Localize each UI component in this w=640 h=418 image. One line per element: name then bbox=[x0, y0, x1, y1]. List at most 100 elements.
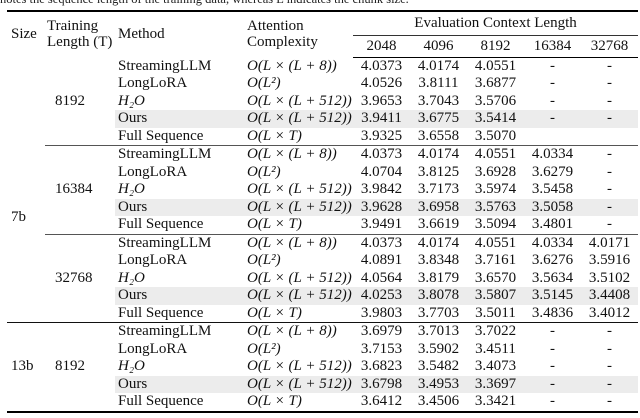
table-row: LongLoRA O(L²) 4.0891 3.8348 3.7161 3.62… bbox=[7, 252, 638, 269]
metric-value: 3.3421 bbox=[474, 393, 517, 410]
metric-value: 3.7703 bbox=[417, 304, 460, 321]
metric-value: 3.5011 bbox=[475, 304, 516, 321]
metric-value: - bbox=[581, 322, 639, 341]
metric-value: 3.6412 bbox=[360, 393, 403, 410]
metric-value: 3.5482 bbox=[417, 358, 460, 375]
complexity-formula: O(L²) bbox=[247, 75, 281, 92]
metric-value: 3.7013 bbox=[410, 322, 467, 341]
metric-value: 4.0373 bbox=[353, 145, 410, 164]
method-name: H₂O bbox=[118, 181, 145, 198]
metric-value: 3.5974 bbox=[474, 181, 517, 198]
metric-value: 4.0526 bbox=[360, 75, 403, 92]
caption-text: notes the sequence length of the trainin… bbox=[0, 0, 409, 7]
table-row: 16384 StreamingLLM O(L × (L + 8)) 4.0373… bbox=[7, 145, 639, 235]
metric-value: 3.6928 bbox=[474, 163, 517, 180]
metric-value: 3.5916 bbox=[588, 252, 631, 269]
metric-value: - bbox=[524, 322, 581, 341]
metric-value: 4.0551 bbox=[474, 57, 517, 74]
table-row: 32768 StreamingLLM O(L × (L + 8)) 4.0373… bbox=[7, 233, 639, 323]
table-row: LongLoRA O(L²) 4.0526 3.8111 3.6877 - - bbox=[7, 75, 638, 93]
table-row-ours-highlighted: Ours O(L × (L + 512)) 4.0253 3.8078 3.58… bbox=[7, 287, 639, 305]
metric-value: 3.6877 bbox=[474, 75, 517, 92]
table-row: H₂O O(L × (L + 512)) 3.6823 3.5482 3.407… bbox=[7, 358, 638, 375]
metric-value: 3.9491 bbox=[360, 216, 403, 233]
results-table: Size Training Length (T) Method Attentio… bbox=[7, 10, 639, 413]
metric-value: 3.4073 bbox=[474, 358, 517, 375]
col-header-size: Size bbox=[11, 25, 37, 42]
metric-value: - bbox=[550, 75, 555, 92]
complexity-formula: O(L × T) bbox=[247, 393, 302, 410]
metric-value: 4.0253 bbox=[353, 287, 410, 305]
metric-value: 3.5458 bbox=[531, 181, 574, 198]
complexity-formula: O(L × (L + 512)) bbox=[243, 287, 353, 305]
metric-value: 3.5102 bbox=[588, 269, 631, 286]
metric-value: 3.6775 bbox=[410, 110, 467, 128]
metric-value: 3.3697 bbox=[467, 376, 524, 394]
col-header-4096: 4096 bbox=[410, 35, 467, 58]
metric-value: - bbox=[607, 181, 613, 198]
metric-value: - bbox=[550, 358, 555, 375]
method-name: StreamingLLM bbox=[115, 145, 243, 164]
metric-value: 3.5058 bbox=[524, 199, 581, 217]
col-header-method: Method bbox=[118, 25, 165, 42]
metric-value: - bbox=[607, 340, 613, 357]
metric-value: 3.5706 bbox=[474, 92, 517, 109]
metric-value: 3.5145 bbox=[524, 287, 581, 305]
metric-value: 3.7022 bbox=[467, 322, 524, 341]
metric-value: 3.6619 bbox=[417, 216, 460, 233]
metric-value: 3.7173 bbox=[417, 181, 460, 198]
size-label: 7b bbox=[11, 208, 26, 225]
method-name: Ours bbox=[115, 110, 243, 128]
metric-value: 4.0174 bbox=[410, 233, 467, 253]
metric-value bbox=[524, 128, 581, 146]
complexity-formula: O(L × T) bbox=[247, 304, 302, 321]
training-length-label: 32768 bbox=[45, 233, 115, 323]
metric-value: 3.4511 bbox=[475, 340, 516, 357]
table-row: Full Sequence O(L × T) 3.9325 3.6558 3.5… bbox=[7, 128, 638, 146]
metric-value: 3.5902 bbox=[417, 340, 460, 357]
metric-value: 3.5634 bbox=[531, 269, 574, 286]
metric-value: 3.9842 bbox=[360, 181, 403, 198]
training-length-label: 16384 bbox=[45, 145, 115, 235]
training-length-label: 8192 bbox=[45, 322, 115, 412]
col-header-attention-complexity: Attention Complexity bbox=[247, 17, 318, 50]
metric-value: 4.0334 bbox=[524, 233, 581, 253]
complexity-formula: O(L × (L + 512)) bbox=[243, 110, 353, 128]
complexity-formula: O(L × (L + 8)) bbox=[243, 322, 353, 341]
metric-value: - bbox=[581, 199, 639, 217]
metric-value: 3.9628 bbox=[353, 199, 410, 217]
metric-value: 3.9803 bbox=[360, 304, 403, 321]
metric-value: 3.4506 bbox=[417, 393, 460, 410]
method-name: LongLoRA bbox=[118, 163, 188, 180]
metric-value: 3.9411 bbox=[353, 110, 410, 128]
metric-value: 3.8125 bbox=[417, 163, 460, 180]
metric-value: 3.5763 bbox=[467, 199, 524, 217]
metric-value: 4.0704 bbox=[360, 163, 403, 180]
complexity-formula: O(L × (L + 512)) bbox=[247, 92, 352, 109]
complexity-formula: O(L × T) bbox=[247, 127, 302, 144]
metric-value: 3.6979 bbox=[353, 322, 410, 341]
method-name: Ours bbox=[115, 376, 243, 394]
complexity-formula: O(L × (L + 8)) bbox=[247, 57, 337, 74]
method-name: StreamingLLM bbox=[118, 57, 212, 74]
col-header-training-length: Training Length (T) bbox=[47, 17, 113, 50]
metric-value: 4.0891 bbox=[360, 252, 403, 269]
metric-value: - bbox=[581, 376, 639, 394]
col-header-16384: 16384 bbox=[524, 35, 581, 58]
table-row: LongLoRA O(L²) 4.0704 3.8125 3.6928 3.62… bbox=[7, 164, 638, 181]
metric-value: 3.6958 bbox=[410, 199, 467, 217]
table-row: H₂O O(L × (L + 512)) 4.0564 3.8179 3.657… bbox=[7, 270, 638, 287]
metric-value: 4.0334 bbox=[524, 145, 581, 164]
metric-value: - bbox=[607, 75, 613, 92]
table-row: 13b 8192 StreamingLLM O(L × (L + 8)) 3.6… bbox=[7, 322, 639, 412]
metric-value: 4.0551 bbox=[467, 233, 524, 253]
method-name: Ours bbox=[115, 199, 243, 217]
complexity-formula: O(L × T) bbox=[247, 216, 302, 233]
size-label: 13b bbox=[7, 322, 45, 412]
method-name: H₂O bbox=[118, 92, 145, 109]
metric-value: 4.0551 bbox=[467, 145, 524, 164]
method-name: LongLoRA bbox=[118, 252, 188, 269]
col-header-2048: 2048 bbox=[353, 35, 410, 58]
metric-value: 4.0171 bbox=[581, 233, 639, 253]
